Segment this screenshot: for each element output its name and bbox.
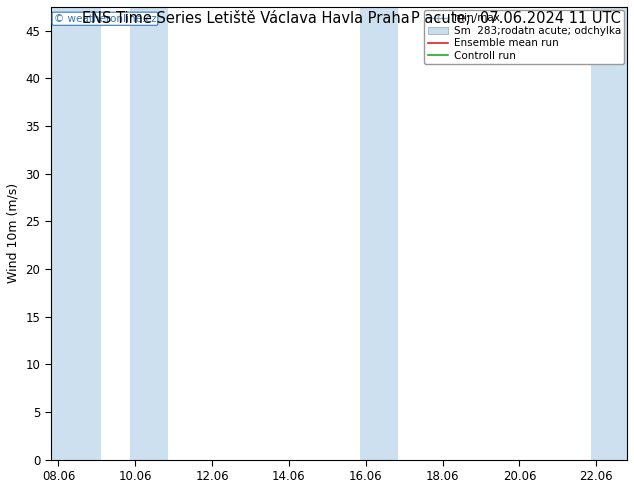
Bar: [129, 7, 168, 460]
Text: ENS Time Series Letiště Václava Havla Praha: ENS Time Series Letiště Václava Havla Pr…: [82, 11, 410, 26]
Legend: min/max, Sm  283;rodatn acute; odchylka, Ensemble mean run, Controll run: min/max, Sm 283;rodatn acute; odchylka, …: [424, 10, 624, 64]
Y-axis label: Wind 10m (m/s): Wind 10m (m/s): [7, 183, 20, 283]
Bar: [51, 7, 101, 460]
Bar: [590, 7, 627, 460]
Bar: [360, 7, 399, 460]
Text: © weatheronline.cz: © weatheronline.cz: [54, 14, 157, 24]
Text: P acute;. 07.06.2024 11 UTC: P acute;. 07.06.2024 11 UTC: [411, 11, 621, 26]
